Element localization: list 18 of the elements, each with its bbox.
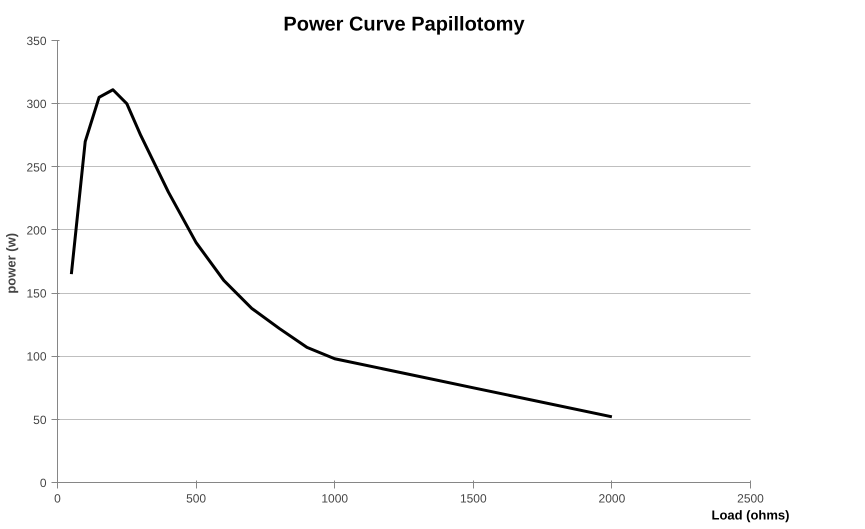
x-tick-label: 500 — [186, 492, 206, 506]
chart-title: Power Curve Papillotomy — [283, 14, 526, 36]
x-tick-label: 1000 — [321, 492, 348, 506]
y-tick-label: 50 — [33, 412, 47, 427]
x-tick-label: 2000 — [598, 492, 626, 506]
y-tick-label: 250 — [26, 160, 47, 174]
y-tick-label: 150 — [26, 286, 47, 301]
y-tick-label: 200 — [26, 223, 47, 238]
y-tick-label: 350 — [26, 34, 47, 48]
x-tick-label: 2500 — [737, 492, 764, 506]
y-tick-label: 0 — [40, 476, 47, 490]
line-series — [70, 88, 614, 418]
y-axis-title: power (w) — [3, 232, 18, 294]
x-axis-title: Load (ohms) — [712, 508, 790, 522]
y-tick-label: 300 — [26, 97, 47, 112]
x-tick-label: 1500 — [460, 492, 487, 506]
y-tick-label: 100 — [26, 350, 47, 364]
x-tick-label: 0 — [54, 492, 62, 506]
